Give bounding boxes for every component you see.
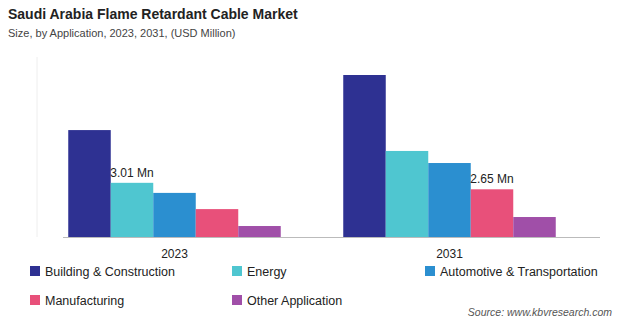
legend-label: Energy	[247, 265, 287, 279]
legend-swatch	[232, 295, 242, 305]
bar	[111, 183, 154, 237]
x-axis-line	[63, 237, 600, 238]
bar	[68, 130, 111, 237]
x-tick-label: 2023	[161, 247, 188, 261]
legend-swatch	[30, 295, 40, 305]
chart-container: Saudi Arabia Flame Retardant Cable Marke…	[0, 0, 620, 322]
data-label: 3.01 Mn	[110, 166, 153, 180]
data-label: 2.65 Mn	[470, 172, 513, 186]
y-axis-line	[37, 57, 38, 237]
bar	[471, 189, 514, 237]
bar	[513, 217, 556, 237]
legend-label: Other Application	[247, 294, 342, 308]
bar	[386, 151, 429, 237]
bar	[343, 75, 386, 237]
legend-swatch	[30, 266, 40, 276]
legend-swatch	[425, 266, 435, 276]
bars	[68, 75, 556, 237]
data-labels: 3.01 Mn 2.65 Mn	[110, 166, 513, 186]
subtitle: Size, by Application, 2023, 2031, (USD M…	[8, 27, 235, 39]
bar	[428, 163, 471, 237]
bar	[196, 209, 239, 237]
source: Source: www.kbvresearch.com	[468, 306, 612, 318]
title: Saudi Arabia Flame Retardant Cable Marke…	[8, 6, 298, 22]
chart-svg: Saudi Arabia Flame Retardant Cable Marke…	[0, 0, 620, 322]
legend-label: Building & Construction	[45, 265, 175, 279]
legend-swatch	[232, 266, 242, 276]
x-tick-label: 2031	[436, 247, 463, 261]
legend: Building & Construction Energy Automotive …	[30, 265, 598, 308]
legend-label: Manufacturing	[45, 294, 124, 308]
bar	[238, 226, 281, 237]
legend-label: Automotive & Transportation	[440, 265, 598, 279]
bar	[153, 193, 196, 237]
